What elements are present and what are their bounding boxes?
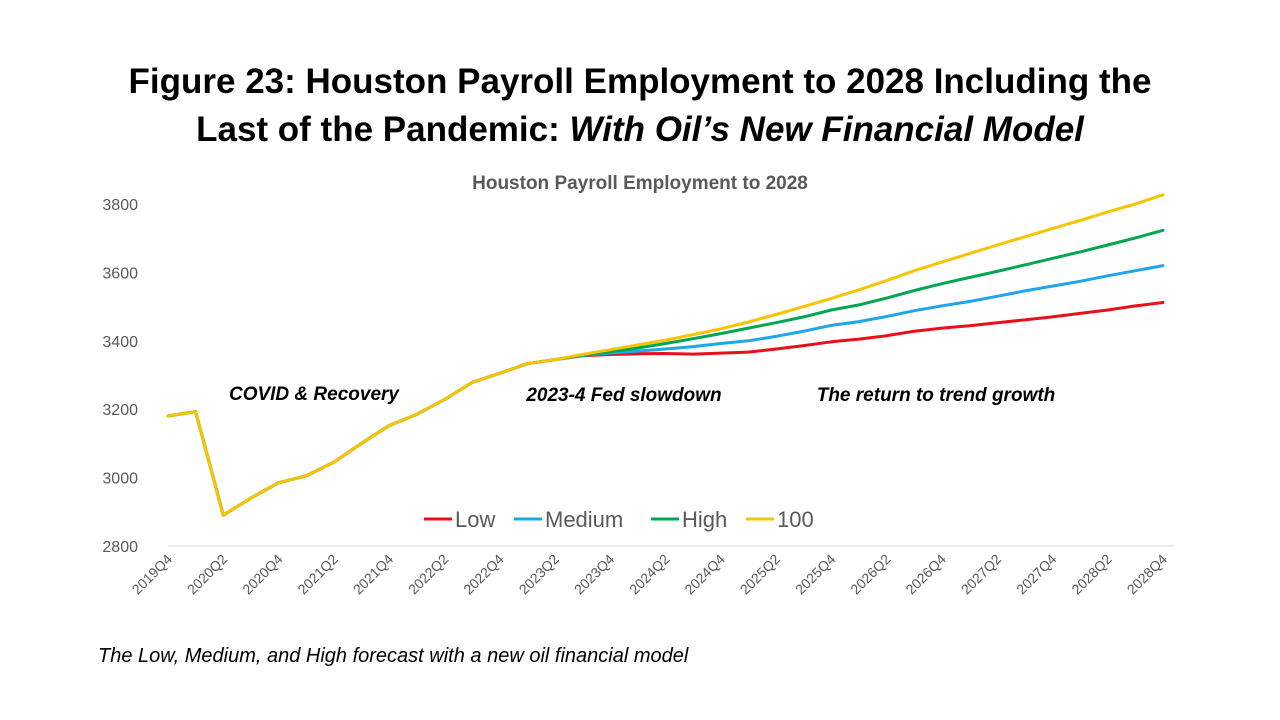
x-tick-label: 2021Q4 xyxy=(350,551,397,598)
series-line-high xyxy=(166,228,1165,517)
y-tick-label: 3600 xyxy=(102,265,138,282)
x-tick-label: 2024Q4 xyxy=(681,551,728,598)
chart-title: Houston Payroll Employment to 2028 xyxy=(472,173,808,194)
y-tick-label: 3800 xyxy=(102,197,138,214)
x-tick-label: 2028Q4 xyxy=(1124,551,1171,598)
x-tick-label: 2028Q2 xyxy=(1068,551,1115,598)
slide-title-line2-prefix: Last of the Pandemic: xyxy=(196,110,570,150)
annotation-label: COVID & Recovery xyxy=(229,384,400,405)
footnote: The Low, Medium, and High forecast with … xyxy=(98,645,689,667)
legend-label-100: 100 xyxy=(777,507,814,532)
x-tick-label: 2023Q4 xyxy=(571,551,618,598)
series-line-100 xyxy=(166,193,1165,517)
x-tick-label: 2027Q2 xyxy=(958,551,1005,598)
legend-label-low: Low xyxy=(455,507,495,532)
x-tick-label: 2025Q2 xyxy=(737,551,784,598)
x-tick-label: 2026Q2 xyxy=(847,551,894,598)
x-tick-label: 2019Q4 xyxy=(129,551,176,598)
slide-title-line2: Last of the Pandemic: With Oil’s New Fin… xyxy=(0,106,1280,154)
x-tick-label: 2025Q4 xyxy=(792,551,839,598)
y-tick-label: 3000 xyxy=(102,471,138,488)
x-tick-label: 2022Q4 xyxy=(460,551,507,598)
series-line-low xyxy=(166,301,1165,517)
x-tick-label: 2026Q4 xyxy=(902,551,949,598)
x-tick-label: 2023Q2 xyxy=(516,551,563,598)
x-tick-label: 2027Q4 xyxy=(1013,551,1060,598)
slide-title-line1: Figure 23: Houston Payroll Employment to… xyxy=(128,62,1152,101)
x-tick-label: 2020Q4 xyxy=(239,551,286,598)
legend-label-medium: Medium xyxy=(545,507,623,532)
x-tick-label: 2020Q2 xyxy=(184,551,231,598)
annotation-label: 2023-4 Fed slowdown xyxy=(525,385,721,406)
y-tick-label: 3200 xyxy=(102,402,138,419)
x-tick-label: 2024Q2 xyxy=(626,551,673,598)
annotation-label: The return to trend growth xyxy=(817,385,1056,406)
x-tick-label: 2021Q2 xyxy=(294,551,341,598)
slide-title: Figure 23: Houston Payroll Employment to… xyxy=(0,58,1280,155)
y-tick-label: 2800 xyxy=(102,539,138,556)
legend-label-high: High xyxy=(682,507,727,532)
slide-title-line2-italic: With Oil’s New Financial Model xyxy=(569,110,1084,150)
y-tick-label: 3400 xyxy=(102,334,138,351)
x-tick-label: 2022Q2 xyxy=(405,551,452,598)
